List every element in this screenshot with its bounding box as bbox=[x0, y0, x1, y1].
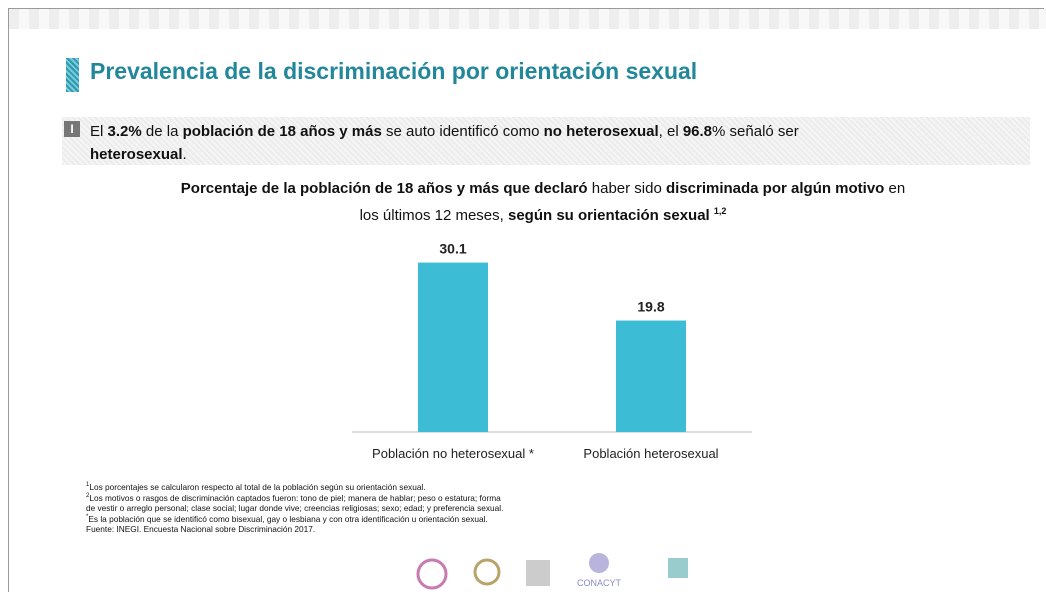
footnotes: 1Los porcentajes se calcularon respecto … bbox=[86, 481, 506, 534]
text-run: según su orientación sexual bbox=[507, 207, 710, 224]
text-run: , el bbox=[658, 123, 683, 140]
value-label: 19.8 bbox=[637, 299, 664, 315]
slide-title: Prevalencia de la discriminación por ori… bbox=[90, 58, 698, 84]
footnote-text: Es la población que se identificó como b… bbox=[88, 514, 488, 525]
footnote-text: Los porcentajes se calcularon respecto a… bbox=[89, 481, 426, 492]
text-run: El bbox=[90, 123, 108, 140]
title-note: 1,2 bbox=[713, 206, 727, 216]
text-run: 96.8 bbox=[682, 123, 713, 140]
text-run: de la bbox=[141, 123, 183, 140]
intro-marker: I bbox=[64, 121, 80, 137]
text-run: discriminada por algún motivo bbox=[665, 180, 885, 197]
text-run: % señaló ser bbox=[712, 123, 799, 140]
text-run: . bbox=[182, 146, 187, 163]
bar bbox=[616, 320, 686, 432]
footnote-mark: 1 bbox=[86, 482, 90, 488]
logo-text: CONACYT bbox=[577, 578, 622, 588]
bar bbox=[418, 262, 488, 432]
x-tick-label: Población heterosexual bbox=[583, 446, 718, 461]
value-label: 30.1 bbox=[439, 241, 466, 257]
logos: CONACYT bbox=[416, 553, 688, 590]
x-tick-label: Población no heterosexual * bbox=[372, 446, 534, 461]
frame bbox=[8, 8, 1044, 592]
text-run: se auto identificó como bbox=[381, 123, 544, 140]
text-run: 3.2% bbox=[107, 123, 142, 140]
text-run: población de 18 años y más bbox=[182, 123, 382, 140]
intro-box bbox=[62, 117, 1030, 165]
top-pattern bbox=[9, 9, 1046, 29]
footnote-mark: * bbox=[86, 514, 89, 521]
text-run: haber sido bbox=[587, 180, 666, 197]
footnote: Fuente: INEGI. Encuesta Nacional sobre D… bbox=[86, 523, 506, 535]
footnote-text: Fuente: INEGI. Encuesta Nacional sobre D… bbox=[86, 523, 316, 534]
footnote: 2Los motivos o rasgos de discriminación … bbox=[86, 492, 506, 513]
footnote-mark: 2 bbox=[86, 493, 90, 500]
text-run: Porcentaje de la población de 18 años y … bbox=[180, 180, 588, 197]
footnote-text: Los motivos o rasgos de discriminación c… bbox=[86, 493, 504, 513]
title-accent bbox=[66, 58, 79, 92]
text-run: heterosexual bbox=[90, 146, 183, 163]
text-run: en los últimos 12 meses, bbox=[359, 180, 906, 224]
footnote: *Es la población que se identificó como … bbox=[86, 513, 506, 524]
intro-text: El 3.2% de la población de 18 años y más… bbox=[90, 120, 890, 166]
chart-title: Porcentaje de la población de 18 años y … bbox=[173, 177, 913, 227]
footnote: 1Los porcentajes se calcularon respecto … bbox=[86, 481, 506, 492]
text-run: no heterosexual bbox=[543, 123, 659, 140]
